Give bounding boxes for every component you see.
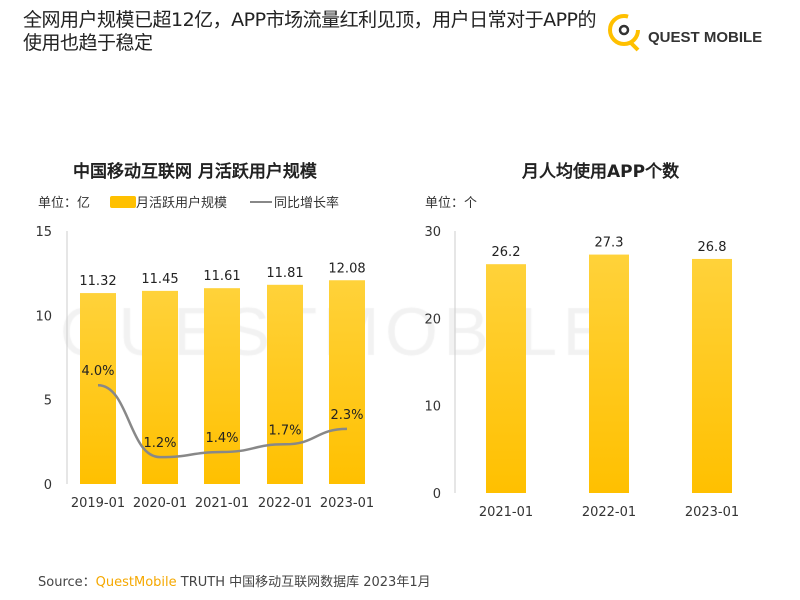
bar bbox=[267, 284, 303, 484]
x-tick-label: 2023-01 bbox=[685, 505, 739, 520]
x-tick-label: 2019-01 bbox=[71, 496, 125, 511]
logo-text: QUEST MOBILE bbox=[648, 28, 763, 46]
left-chart-title: 中国移动互联网 月活跃用户规模 bbox=[73, 162, 317, 182]
y-tick-label: 20 bbox=[424, 312, 441, 327]
right-chart-title: 月人均使用APP个数 bbox=[522, 162, 680, 182]
bar bbox=[486, 264, 526, 493]
bar bbox=[329, 280, 365, 484]
y-tick-label: 30 bbox=[424, 225, 441, 240]
source-brand: QuestMobile bbox=[95, 575, 177, 590]
source-rest: TRUTH 中国移动互联网数据库 2023年1月 bbox=[176, 575, 431, 590]
logo-icon bbox=[608, 14, 640, 52]
y-tick-label: 15 bbox=[35, 225, 52, 240]
x-tick-label: 2021-01 bbox=[195, 496, 249, 511]
bar-value-label: 11.32 bbox=[79, 274, 116, 289]
y-tick-label: 10 bbox=[424, 400, 441, 415]
growth-rate-line bbox=[97, 383, 348, 459]
left-unit-label: 单位：亿 bbox=[38, 196, 91, 211]
x-tick-label: 2020-01 bbox=[133, 496, 187, 511]
legend-bar: 月活跃用户规模 bbox=[110, 192, 227, 211]
bar-value-label: 12.08 bbox=[328, 261, 365, 276]
bar-value-label: 26.2 bbox=[492, 245, 521, 260]
legend-line: 同比增长率 bbox=[250, 192, 339, 211]
bar-value-label: 11.45 bbox=[141, 272, 178, 287]
right-unit-label: 单位：个 bbox=[425, 196, 478, 211]
x-tick-label: 2023-01 bbox=[320, 496, 374, 511]
bar bbox=[692, 258, 732, 493]
y-tick-label: 0 bbox=[44, 478, 52, 493]
bar bbox=[204, 288, 240, 484]
y-tick-label: 5 bbox=[44, 394, 52, 409]
y-tick-label: 0 bbox=[433, 487, 441, 502]
legend-label-line: 同比增长率 bbox=[274, 196, 340, 211]
page-title: 全网用户规模已超12亿，APP市场流量红利见顶，用户日常对于APP的使用也趋于稳… bbox=[23, 9, 597, 54]
growth-rate-label: 2.3% bbox=[330, 408, 363, 423]
bar-value-label: 11.81 bbox=[266, 266, 303, 281]
x-tick-label: 2021-01 bbox=[479, 505, 533, 520]
source-note: Source：QuestMobile TRUTH 中国移动互联网数据库 2023… bbox=[38, 571, 431, 590]
growth-rate-label: 4.0% bbox=[81, 364, 114, 379]
legend-label-bar: 月活跃用户规模 bbox=[136, 196, 228, 211]
y-tick-label: 10 bbox=[35, 309, 52, 324]
bar-value-label: 26.8 bbox=[698, 240, 727, 255]
bar-value-label: 27.3 bbox=[595, 236, 624, 251]
x-tick-label: 2022-01 bbox=[258, 496, 312, 511]
legend-swatch-bar bbox=[110, 195, 136, 208]
source-prefix: Source： bbox=[38, 575, 96, 590]
growth-rate-label: 1.7% bbox=[268, 423, 301, 438]
x-tick-label: 2022-01 bbox=[582, 505, 636, 520]
bar-value-label: 11.61 bbox=[203, 269, 240, 284]
logo: QUEST MOBILE bbox=[606, 12, 762, 52]
legend-swatch-line bbox=[250, 200, 272, 203]
growth-rate-label: 1.4% bbox=[205, 431, 238, 446]
growth-rate-label: 1.2% bbox=[143, 436, 176, 451]
bar bbox=[142, 290, 178, 484]
bar bbox=[589, 254, 629, 493]
